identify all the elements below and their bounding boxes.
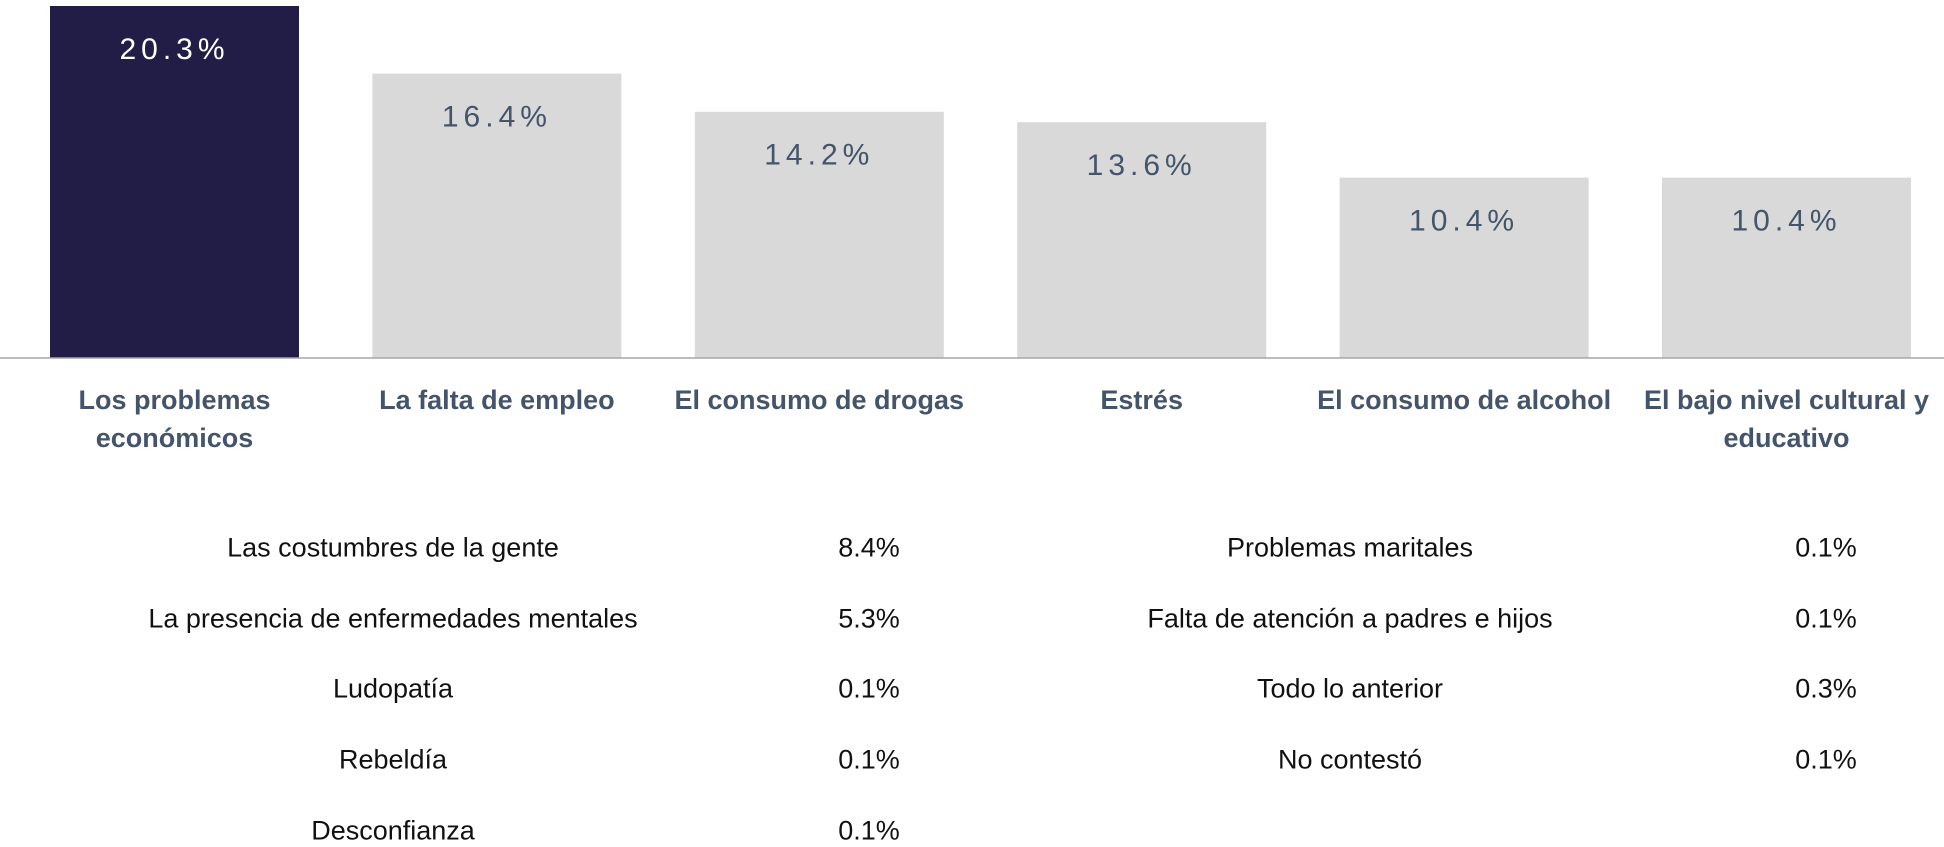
table-value: 0.1% [838, 744, 900, 775]
bar [694, 111, 944, 358]
table-label: Desconfianza [311, 815, 475, 846]
value-label: 10.4% [1731, 205, 1841, 238]
table-label: La presencia de enfermedades mentales [148, 603, 638, 634]
table-label: Ludopatía [332, 673, 454, 704]
category-label: Los problemas económicos [78, 385, 271, 453]
table-value: 5.3% [838, 603, 900, 634]
category-label: La falta de empleo [379, 385, 615, 415]
bar [1662, 177, 1911, 358]
table-value: 0.1% [1795, 532, 1857, 563]
table-label: Las costumbres de la gente [227, 532, 559, 563]
bar [1017, 122, 1267, 358]
value-label: 10.4% [1409, 205, 1519, 238]
bar [372, 73, 622, 359]
category-label: El consumo de drogas [674, 385, 965, 415]
table-value: 0.3% [1795, 673, 1857, 704]
bar [1339, 177, 1589, 358]
table-value: 0.1% [1795, 744, 1857, 775]
bar [50, 6, 299, 358]
table-label: Rebeldía [338, 744, 448, 775]
table-label: Falta de atención a padres e hijos [1147, 603, 1553, 634]
table-value: 0.1% [838, 673, 900, 704]
category-label: El bajo nivel cultural y educativo [1643, 385, 1930, 453]
value-label: 14.2% [764, 139, 874, 172]
table-label: Todo lo anterior [1256, 673, 1444, 704]
category-label: Estrés [1100, 385, 1183, 415]
value-label: 16.4% [442, 101, 552, 134]
value-label: 20.3% [119, 33, 229, 66]
table-label: No contestó [1277, 744, 1423, 775]
value-label: 13.6% [1087, 149, 1197, 182]
table-value: 8.4% [838, 532, 900, 563]
category-label: El consumo de alcohol [1317, 385, 1612, 415]
table-label: Problemas maritales [1226, 532, 1474, 563]
table-value: 0.1% [1795, 603, 1857, 634]
table-value: 0.1% [838, 815, 900, 846]
